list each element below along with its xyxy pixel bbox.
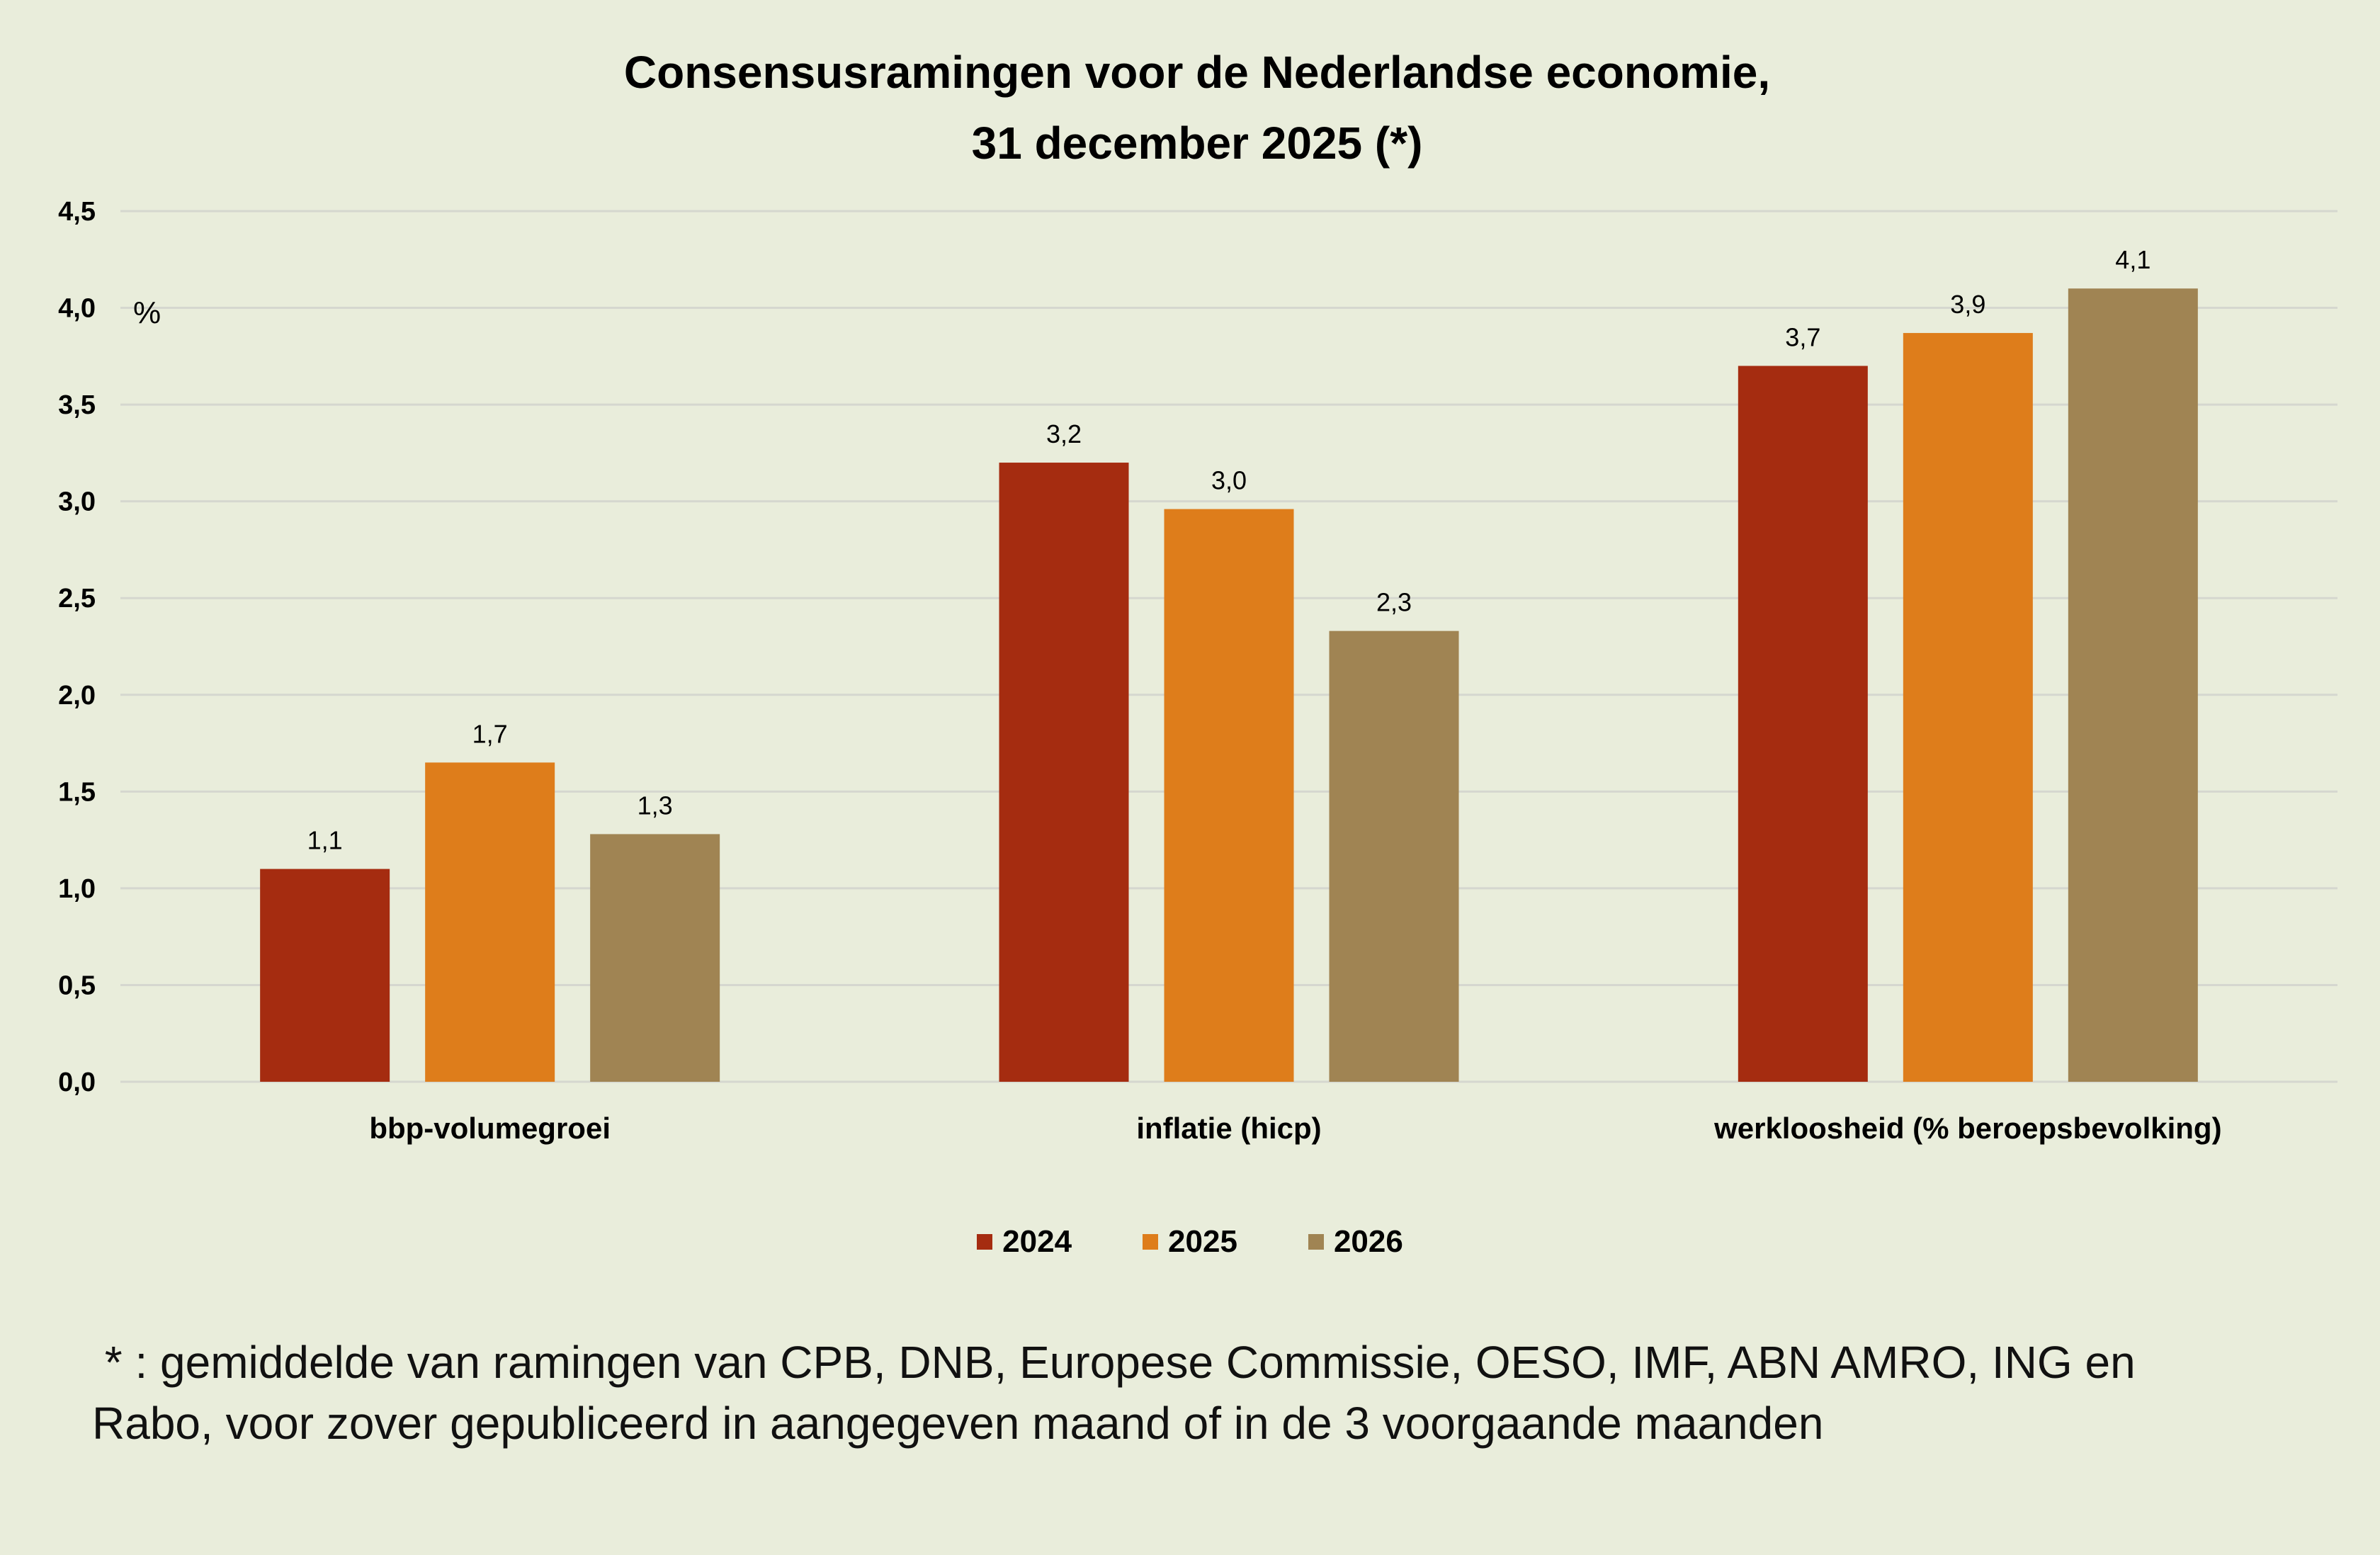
y-axis-ticks: 0,0 0,5 1,0 1,5 2,0 2,5 3,0 3,5 4,0 4,5	[58, 197, 96, 1097]
legend-item-2026: 2026	[1308, 1224, 1403, 1260]
bar-2026-1	[590, 834, 720, 1082]
chart-title-line-1: Consensusramingen voor de Nederlandse ec…	[623, 47, 1771, 98]
bars	[260, 288, 2198, 1082]
bar-2024-1	[260, 869, 390, 1082]
bar-2024-3	[1738, 366, 1868, 1082]
bar-2024-2	[999, 463, 1129, 1082]
data-label: 1,3	[638, 791, 673, 820]
y-tick-label: 3,5	[58, 390, 96, 420]
data-label: 4,1	[2115, 245, 2150, 274]
data-label: 3,2	[1046, 419, 1082, 448]
bar-2026-3	[2068, 288, 2198, 1082]
y-tick-label: 0,0	[58, 1068, 96, 1097]
data-label: 1,7	[472, 719, 508, 748]
y-tick-label: 1,5	[58, 777, 96, 807]
legend-swatch-2025	[1143, 1234, 1159, 1250]
data-label: 3,9	[1950, 290, 1985, 319]
y-tick-label: 0,5	[58, 971, 96, 1000]
y-tick-label: 2,0	[58, 681, 96, 711]
y-tick-label: 1,0	[58, 874, 96, 904]
data-label: 3,7	[1785, 322, 1820, 351]
bar-2025-2	[1164, 509, 1294, 1082]
footnote-line-1: * : gemiddelde van ramingen van CPB, DNB…	[92, 1337, 2136, 1388]
legend-label-2024: 2024	[1002, 1224, 1072, 1259]
bar-2025-3	[1903, 333, 2033, 1082]
legend-item-2024: 2024	[977, 1224, 1072, 1260]
chart-title-line-2: 31 december 2025 (*)	[971, 118, 1423, 169]
bar-chart: 0,0 0,5 1,0 1,5 2,0 2,5 3,0 3,5 4,0 4,5 1,1 1,7 1,3…	[58, 197, 2338, 1145]
y-tick-label: 3,0	[58, 487, 96, 517]
y-tick-label: 4,0	[58, 294, 96, 324]
data-label: 1,1	[307, 826, 343, 855]
legend: 2024 2025 2026	[0, 1224, 2380, 1260]
bar-2025-1	[425, 762, 555, 1082]
y-tick-label: 2,5	[58, 584, 96, 613]
legend-swatch-2026	[1308, 1234, 1324, 1250]
y-axis-unit-label: %	[133, 295, 161, 330]
x-category-label: bbp-volumegroei	[369, 1112, 611, 1145]
footnote: * : gemiddelde van ramingen van CPB, DNB…	[92, 1332, 2359, 1454]
data-labels: 1,1 1,7 1,3 3,2 3,0 2,3 3,7 3,9 4,1	[307, 245, 2151, 854]
x-axis-labels: bbp-volumegroei inflatie (hicp) werklooshe…	[369, 1112, 2221, 1145]
legend-label-2025: 2025	[1168, 1224, 1237, 1259]
footnote-line-2: Rabo, voor zover gepubliceerd in aangege…	[92, 1398, 1824, 1449]
legend-swatch-2024	[977, 1234, 993, 1250]
x-category-label: inflatie (hicp)	[1136, 1112, 1321, 1145]
x-category-label: werkloosheid (% beroepsbevolking)	[1713, 1112, 2221, 1145]
data-label: 3,0	[1211, 466, 1247, 495]
y-tick-label: 4,5	[58, 197, 96, 227]
legend-item-2025: 2025	[1143, 1224, 1237, 1260]
data-label: 2,3	[1376, 588, 1412, 617]
chart-title: Consensusramingen voor de Nederlandse ec…	[0, 37, 2380, 179]
legend-label-2026: 2026	[1333, 1224, 1403, 1259]
bar-2026-2	[1329, 631, 1459, 1082]
